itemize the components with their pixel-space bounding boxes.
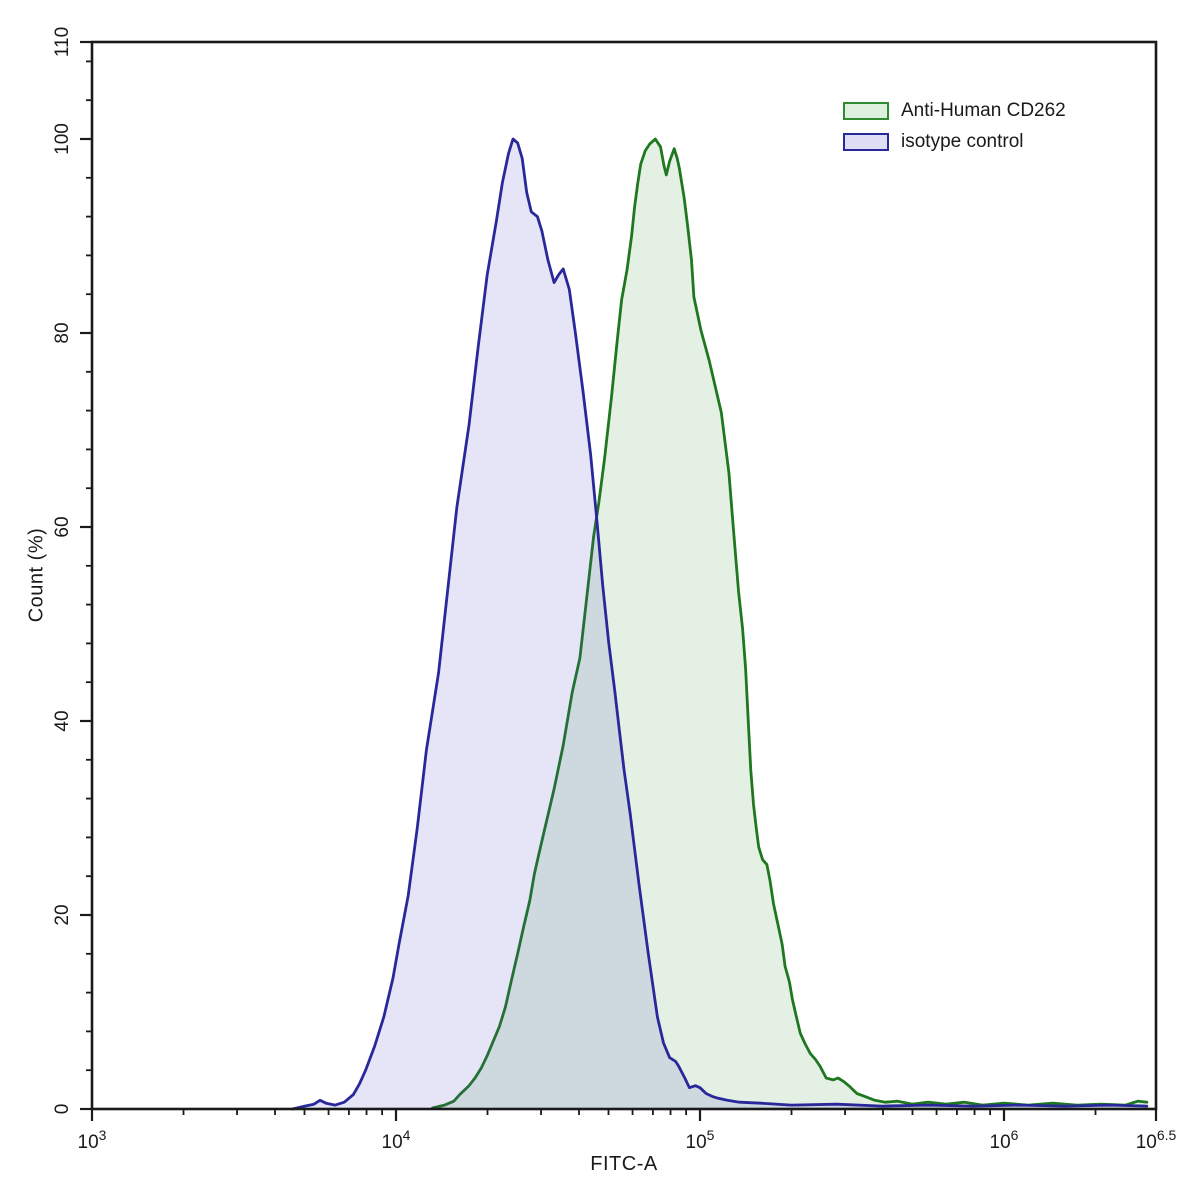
y-tick-label: 100	[52, 123, 73, 155]
series-fill-anti-human-cd262	[432, 139, 1147, 1109]
x-tick-label: 106	[990, 1127, 1019, 1153]
y-tick-label: 20	[52, 904, 73, 925]
legend-swatch-blue-icon	[843, 133, 889, 151]
series-line-isotype-control	[291, 137, 1149, 1111]
x-axis-title: FITC-A	[590, 1153, 658, 1175]
y-tick-label: 80	[52, 322, 73, 343]
y-axis-ticks: 0 20 40 60 80 100 110	[52, 27, 92, 1114]
plot-border	[90, 40, 1158, 1111]
y-axis-title: Count (%)	[25, 527, 48, 623]
legend-swatch-green-icon	[843, 102, 889, 120]
legend-row-isotype-control: isotype control	[843, 131, 1066, 153]
series-fill-isotype-control	[292, 139, 1147, 1109]
series-layer	[291, 137, 1149, 1111]
x-tick-label: 103	[78, 1127, 107, 1153]
x-tick-label: 104	[382, 1127, 411, 1153]
legend-label-isotype-control: isotype control	[901, 131, 1024, 152]
series-line-anti-human-cd262	[431, 137, 1149, 1110]
y-tick-label: 60	[52, 516, 73, 537]
x-tick-label: 105	[686, 1127, 715, 1153]
legend-row-anti-human-cd262: Anti-Human CD262	[843, 100, 1066, 122]
legend: Anti-Human CD262 isotype control	[843, 100, 1066, 162]
y-tick-label: 40	[52, 710, 73, 731]
x-tick-label: 106.5	[1136, 1127, 1177, 1153]
legend-label-anti-human-cd262: Anti-Human CD262	[901, 100, 1066, 121]
y-tick-label: 110	[52, 27, 73, 57]
y-tick-label: 0	[52, 1104, 73, 1115]
x-axis-ticks: 103 104 105 106 106.5	[78, 1109, 1177, 1153]
